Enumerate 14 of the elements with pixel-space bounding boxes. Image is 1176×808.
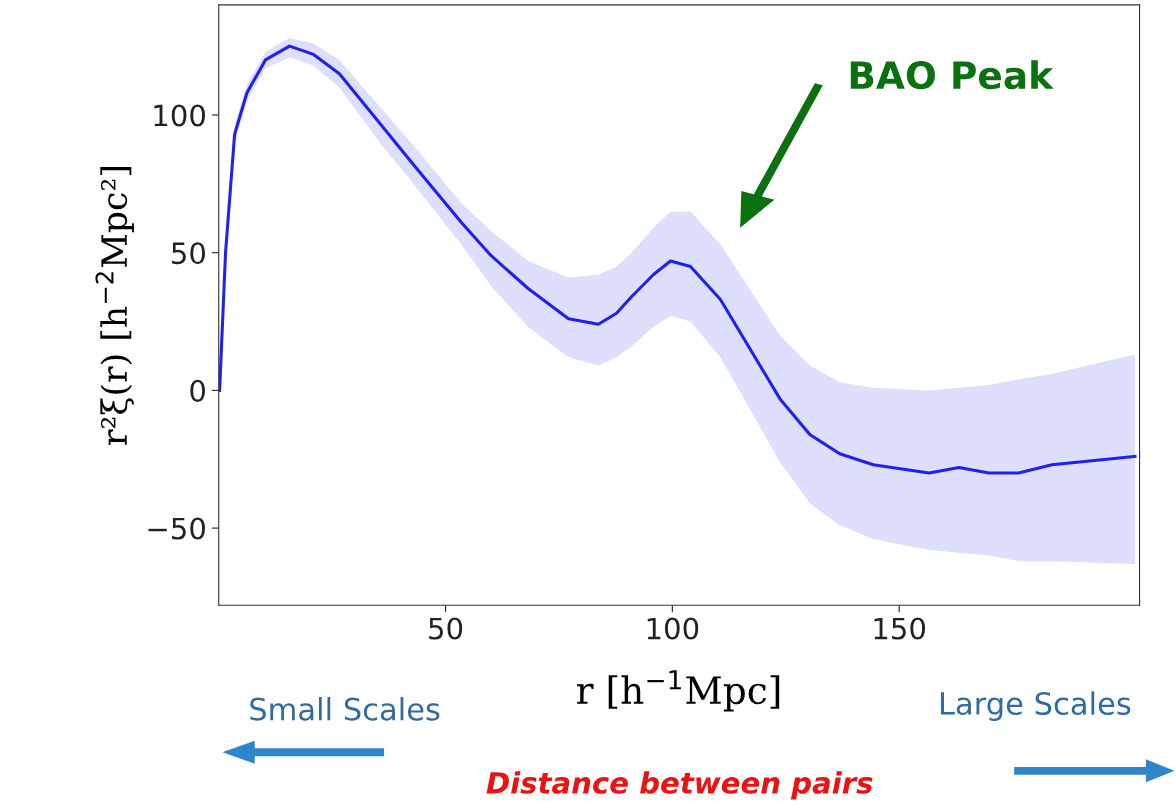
text: Small Scales [250,697,440,721]
text: Large Scales [940,691,1131,721]
annotation: BAO Peak [850,60,1054,90]
x-tick-label: 150 [874,617,926,640]
text: Distance between pairs [486,771,873,800]
y-tick-label: 50 [172,242,205,265]
x-tick-label: 50 [429,617,463,640]
x-tick-label: 100 [647,617,699,640]
y-tick-label: 0 [190,379,205,402]
y-tick-label: 100 [154,104,205,127]
x-axis-title: r [h$^{−1}$Mpc] [576,670,780,712]
y-tick-label: −50 [148,517,205,540]
y-axis-title: r²ξ(r) [h$^{−2}$Mpc²] [95,167,134,445]
line-series [218,44,1137,475]
